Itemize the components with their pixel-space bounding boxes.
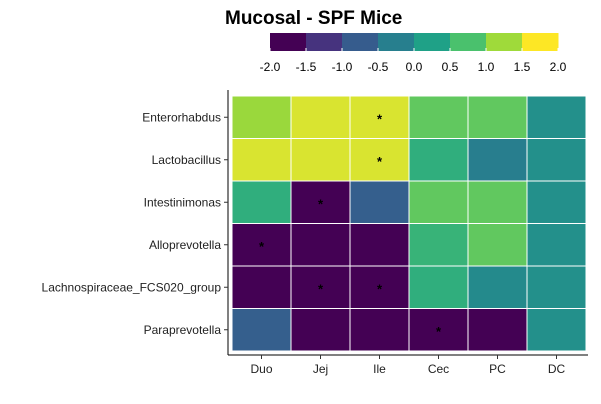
heatmap-cell-lachnospiraceae-fcs020-group-cec bbox=[408, 265, 469, 309]
plot-area: * * * * * * * Enterorhabdus Lactobacillus Intesti… bbox=[42, 90, 588, 376]
significance-marker: * bbox=[377, 281, 383, 296]
heatmap-cell-alloprevotella-dc bbox=[526, 223, 587, 267]
y-tick-label: Lactobacillus bbox=[152, 153, 221, 167]
x-tick-label: Cec bbox=[428, 362, 449, 376]
heatmap-cell-alloprevotella-pc bbox=[467, 223, 528, 267]
legend-tick-label: -1.0 bbox=[332, 60, 353, 74]
legend-color-swatch bbox=[306, 33, 343, 51]
heatmap-cell-intestinimonas-cec bbox=[408, 180, 469, 224]
heatmap-cell-lactobacillus-pc bbox=[467, 138, 528, 182]
heatmap-cell-paraprevotella-duo bbox=[231, 308, 292, 352]
x-tick-label: Duo bbox=[250, 362, 272, 376]
significance-marker: * bbox=[377, 154, 383, 169]
heatmap-cell-intestinimonas-duo bbox=[231, 180, 292, 224]
legend-tick-label: 0.0 bbox=[406, 60, 423, 74]
heatmap-cell-alloprevotella-ile bbox=[349, 223, 410, 267]
significance-marker: * bbox=[318, 281, 324, 296]
heatmap-cell-lactobacillus-duo bbox=[231, 138, 292, 182]
y-tick-label: Alloprevotella bbox=[149, 238, 221, 252]
heatmap-cell-enterorhabdus-jej bbox=[290, 95, 351, 139]
legend-tick-label: 1.5 bbox=[514, 60, 531, 74]
x-tick-label: PC bbox=[489, 362, 506, 376]
significance-marker: * bbox=[377, 111, 383, 126]
heatmap-cell-enterorhabdus-cec bbox=[408, 95, 469, 139]
heatmap-cell-paraprevotella-ile bbox=[349, 308, 410, 352]
heatmap-cell-lachnospiraceae-fcs020-group-duo bbox=[231, 265, 292, 309]
legend-tick-label: 2.0 bbox=[550, 60, 567, 74]
heatmap-cell-paraprevotella-jej bbox=[290, 308, 351, 352]
heatmap-cell-alloprevotella-jej bbox=[290, 223, 351, 267]
x-tick-label: DC bbox=[548, 362, 566, 376]
legend-color-swatch bbox=[270, 33, 307, 51]
significance-marker: * bbox=[259, 239, 265, 254]
y-tick-label: Intestinimonas bbox=[144, 195, 221, 209]
chart-title: Mucosal - SPF Mice bbox=[225, 8, 402, 29]
legend-color-swatch bbox=[522, 33, 559, 51]
heatmap-cell-intestinimonas-dc bbox=[526, 180, 587, 224]
heatmap-cell-lachnospiraceae-fcs020-group-ile bbox=[349, 265, 410, 309]
heatmap-cell-lachnospiraceae-fcs020-group-pc bbox=[467, 265, 528, 309]
legend-color-swatch bbox=[414, 33, 451, 51]
x-tick-label: Ile bbox=[373, 362, 386, 376]
heatmap-cell-lactobacillus-dc bbox=[526, 138, 587, 182]
legend-color-swatch bbox=[486, 33, 523, 51]
legend-tick-label: 0.5 bbox=[442, 60, 459, 74]
legend-color-swatch bbox=[378, 33, 415, 51]
legend-tick-label: -1.5 bbox=[296, 60, 317, 74]
heatmap-cell-intestinimonas-pc bbox=[467, 180, 528, 224]
y-tick-label: Paraprevotella bbox=[144, 323, 222, 337]
heatmap-cell-enterorhabdus-dc bbox=[526, 95, 587, 139]
heatmap-cell-alloprevotella-cec bbox=[408, 223, 469, 267]
legend-color-swatch bbox=[342, 33, 379, 51]
heatmap-cell-enterorhabdus-duo bbox=[231, 95, 292, 139]
heatmap-cell-paraprevotella-dc bbox=[526, 308, 587, 352]
heatmap-cell-lachnospiraceae-fcs020-group-dc bbox=[526, 265, 587, 309]
heatmap-cell-lactobacillus-cec bbox=[408, 138, 469, 182]
y-tick-label: Lachnospiraceae_FCS020_group bbox=[42, 280, 222, 294]
legend-color-swatch bbox=[450, 33, 487, 51]
legend-tick-label: -0.5 bbox=[368, 60, 389, 74]
heatmap-cell-enterorhabdus-pc bbox=[467, 95, 528, 139]
heatmap-cell-paraprevotella-cec bbox=[408, 308, 469, 352]
heatmap-cell-paraprevotella-pc bbox=[467, 308, 528, 352]
heatmap-cell-lactobacillus-jej bbox=[290, 138, 351, 182]
significance-marker: * bbox=[436, 324, 442, 339]
legend-tick-label: 1.0 bbox=[478, 60, 495, 74]
color-legend: -2.0 -1.5 -1.0 -0.5 0.0 0.5 1.0 1.5 2.0 bbox=[260, 33, 567, 74]
heatmap-cell-intestinimonas-ile bbox=[349, 180, 410, 224]
significance-marker: * bbox=[318, 196, 324, 211]
x-tick-label: Jej bbox=[313, 362, 328, 376]
y-tick-label: Enterorhabdus bbox=[142, 110, 221, 124]
legend-tick-label: -2.0 bbox=[260, 60, 281, 74]
